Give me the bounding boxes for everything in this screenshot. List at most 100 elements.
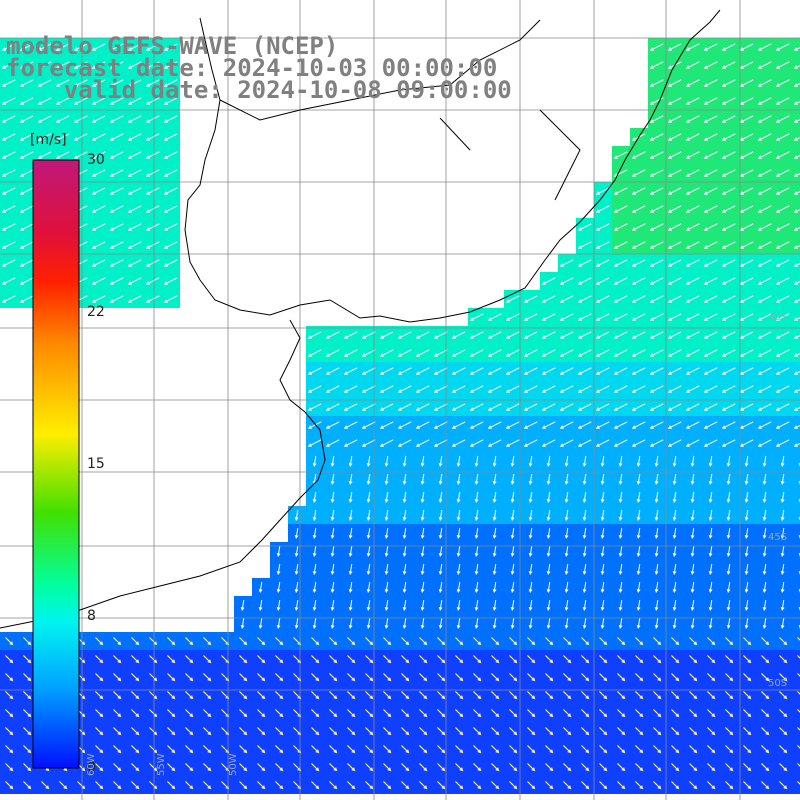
wind-arrow: [761, 637, 770, 646]
wind-arrow: [365, 655, 374, 664]
wind-arrow: [361, 421, 376, 429]
wind-arrow: [456, 581, 461, 593]
wind-arrow: [653, 745, 662, 754]
wind-arrow: [744, 617, 749, 629]
wind-arrow: [581, 655, 590, 664]
wind-arrow: [437, 727, 446, 736]
wind-arrow: [613, 277, 628, 285]
wind-arrow: [294, 527, 299, 539]
wind-cell: [792, 380, 800, 398]
wind-cell: [792, 110, 800, 128]
wind-arrow: [312, 491, 317, 503]
wind-arrow: [366, 617, 371, 629]
wind-arrow: [672, 599, 677, 611]
wind-arrow: [307, 421, 322, 429]
wind-arrow: [397, 385, 412, 393]
wind-arrow: [577, 241, 592, 249]
wind-arrow: [163, 223, 178, 231]
wind-cell: [792, 416, 800, 434]
wind-arrow: [707, 655, 716, 664]
wind-arrow: [451, 385, 466, 393]
wind-arrow: [23, 763, 32, 772]
wind-arrow: [703, 277, 718, 285]
wind-arrow: [384, 491, 389, 503]
wind-arrow: [744, 455, 749, 467]
colorbar-tick-22: 22: [87, 304, 105, 320]
wind-arrow: [581, 673, 590, 682]
wind-arrow: [725, 709, 734, 718]
wind-arrow: [149, 727, 158, 736]
wind-arrow: [667, 295, 682, 303]
wind-arrow: [721, 187, 736, 195]
wind-arrow: [600, 563, 605, 575]
wind-arrow: [275, 691, 284, 700]
wind-arrow: [721, 259, 736, 267]
title-model: modelo GEFS-WAVE (NCEP): [6, 32, 339, 60]
wind-arrow: [37, 151, 52, 159]
wind-arrow: [613, 151, 628, 159]
wind-arrow: [725, 655, 734, 664]
wind-arrow: [780, 581, 785, 593]
wind-arrow: [563, 637, 572, 646]
wind-arrow: [726, 617, 731, 629]
wind-arrow: [307, 349, 322, 357]
wind-arrow: [546, 509, 551, 521]
wind-arrow: [527, 691, 536, 700]
wind-arrow: [780, 563, 785, 575]
wind-arrow: [167, 781, 176, 790]
wind-arrow: [275, 709, 284, 718]
wind-arrow: [582, 563, 587, 575]
wind-arrow: [473, 763, 482, 772]
wind-arrow: [744, 563, 749, 575]
wind-arrow: [523, 403, 538, 411]
wind-arrow: [1, 133, 16, 141]
wind-arrow: [113, 673, 122, 682]
wind-arrow: [415, 349, 430, 357]
wind-arrow: [451, 349, 466, 357]
wind-arrow: [757, 115, 772, 123]
wind-arrow: [505, 403, 520, 411]
wind-arrow: [491, 727, 500, 736]
wind-arrow: [743, 781, 752, 790]
wind-arrow: [559, 295, 574, 303]
wind-arrow: [762, 617, 767, 629]
wind-arrow: [528, 509, 533, 521]
wind-arrow: [708, 599, 713, 611]
wind-arrow: [55, 43, 70, 51]
wind-arrow: [437, 709, 446, 718]
wind-arrow: [527, 637, 536, 646]
wind-arrow: [793, 226, 800, 231]
wind-arrow: [455, 709, 464, 718]
wind-arrow: [145, 223, 160, 231]
wind-arrow: [743, 655, 752, 664]
wind-arrow: [5, 709, 14, 718]
wind-arrow: [635, 637, 644, 646]
wind-arrow: [775, 97, 790, 105]
wind-arrow: [113, 655, 122, 664]
wind-arrow: [276, 599, 281, 611]
wind-arrow: [73, 97, 88, 105]
wind-arrow: [721, 241, 736, 249]
wind-arrow: [491, 637, 500, 646]
wind-arrow: [163, 61, 178, 69]
wind-arrow: [649, 277, 664, 285]
wind-arrow: [595, 385, 610, 393]
coastline: [184, 9, 721, 323]
wind-cell: [792, 578, 800, 596]
wind-arrow: [757, 331, 772, 339]
wind-arrow: [649, 241, 664, 249]
wind-arrow: [487, 439, 502, 447]
wind-arrow: [685, 385, 700, 393]
wind-arrow: [649, 187, 664, 195]
wind-arrow: [55, 79, 70, 87]
wind-arrow: [325, 349, 340, 357]
wind-arrow: [703, 205, 718, 213]
wind-arrow: [649, 97, 664, 105]
wind-arrow: [163, 241, 178, 249]
wind-arrow: [757, 169, 772, 177]
wind-arrow: [366, 509, 371, 521]
wind-arrow: [559, 421, 574, 429]
wind-arrow: [131, 637, 140, 646]
wind-arrow: [672, 527, 677, 539]
wind-arrow: [685, 421, 700, 429]
